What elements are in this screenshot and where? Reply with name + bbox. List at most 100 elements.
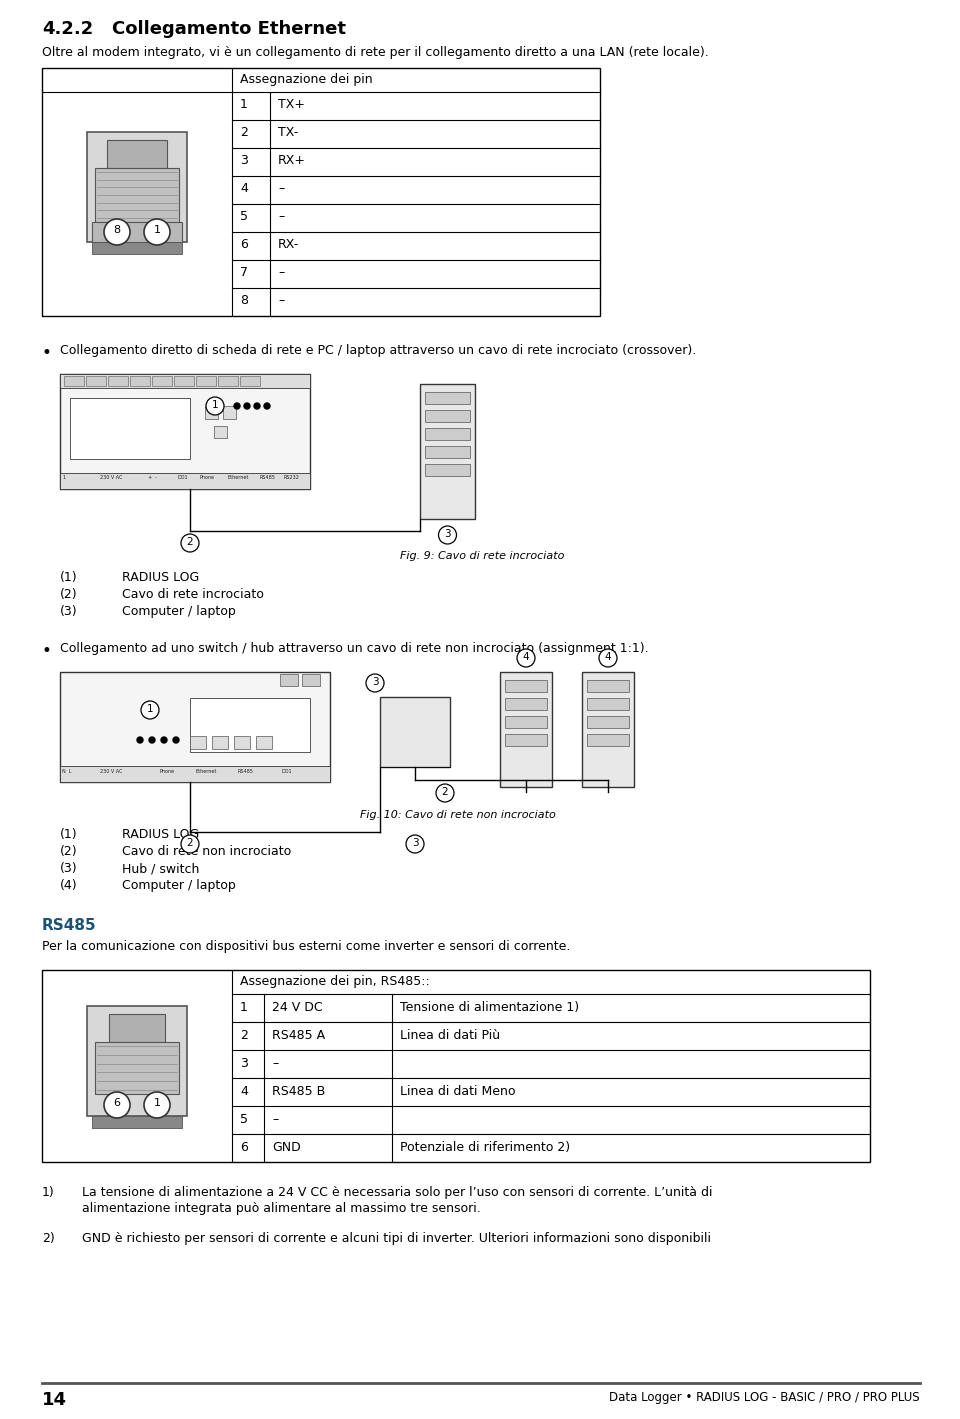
Circle shape: [599, 648, 617, 667]
Bar: [92, 1115, 182, 1128]
Text: Fig. 10: Cavo di rete non incrociato: Fig. 10: Cavo di rete non incrociato: [360, 810, 556, 820]
Text: 4: 4: [605, 651, 612, 663]
Text: Phone: Phone: [160, 769, 175, 773]
Text: TX-: TX-: [278, 126, 299, 139]
Text: Collegamento diretto di scheda di rete e PC / laptop attraverso un cavo di rete : Collegamento diretto di scheda di rete e…: [60, 343, 696, 358]
Bar: [505, 734, 547, 746]
Text: La tensione di alimentazione a 24 V CC è necessaria solo per l’uso con sensori d: La tensione di alimentazione a 24 V CC è…: [82, 1186, 712, 1199]
Bar: [505, 698, 547, 710]
Bar: [582, 673, 634, 788]
Bar: [505, 717, 547, 728]
Bar: [190, 698, 310, 752]
Bar: [42, 68, 600, 316]
Bar: [95, 167, 179, 221]
Text: 1: 1: [154, 1098, 160, 1108]
Bar: [240, 376, 260, 386]
Bar: [86, 376, 106, 386]
Circle shape: [264, 403, 270, 409]
Bar: [223, 406, 236, 419]
Bar: [60, 375, 310, 387]
Text: Collegamento Ethernet: Collegamento Ethernet: [112, 20, 346, 38]
Bar: [64, 376, 84, 386]
Text: 3: 3: [240, 1057, 248, 1070]
Text: 4: 4: [522, 651, 529, 663]
Text: 24 V DC: 24 V DC: [272, 1000, 323, 1015]
Bar: [280, 674, 298, 685]
Text: 1: 1: [147, 704, 154, 714]
Text: 230 V AC: 230 V AC: [100, 475, 122, 480]
Text: 1: 1: [240, 1000, 248, 1015]
Text: 6: 6: [113, 1098, 121, 1108]
Bar: [70, 397, 190, 458]
Text: –: –: [278, 265, 284, 280]
Text: (4): (4): [60, 878, 78, 893]
Text: Computer / laptop: Computer / laptop: [122, 878, 236, 893]
Text: Oltre al modem integrato, vi è un collegamento di rete per il collegamento diret: Oltre al modem integrato, vi è un colleg…: [42, 45, 708, 60]
Text: 14: 14: [42, 1391, 67, 1409]
Text: Ethernet: Ethernet: [196, 769, 217, 773]
Circle shape: [206, 397, 224, 414]
Text: 1): 1): [42, 1186, 55, 1199]
Text: 7: 7: [240, 265, 248, 280]
Text: RX+: RX+: [278, 155, 306, 167]
Text: Computer / laptop: Computer / laptop: [122, 604, 236, 619]
Text: 3: 3: [444, 529, 451, 539]
Text: 230 V AC: 230 V AC: [100, 769, 122, 773]
Text: 2: 2: [442, 788, 448, 797]
Text: RS485: RS485: [42, 918, 97, 934]
Text: Assegnazione dei pin, RS485::: Assegnazione dei pin, RS485::: [240, 975, 430, 988]
Bar: [196, 376, 216, 386]
Bar: [256, 736, 272, 749]
Text: Potenziale di riferimento 2): Potenziale di riferimento 2): [400, 1141, 570, 1154]
Circle shape: [137, 736, 143, 744]
Text: 2: 2: [240, 1029, 248, 1042]
Text: 8: 8: [113, 226, 121, 236]
Circle shape: [436, 785, 454, 802]
Text: (2): (2): [60, 844, 78, 858]
Bar: [587, 680, 629, 692]
Text: 5: 5: [240, 1112, 248, 1127]
Text: 3: 3: [412, 839, 419, 849]
Bar: [92, 243, 182, 254]
Circle shape: [141, 701, 159, 719]
Text: 2: 2: [240, 126, 248, 139]
Bar: [214, 426, 227, 438]
Bar: [108, 376, 128, 386]
Circle shape: [181, 834, 199, 853]
Bar: [425, 410, 470, 421]
Bar: [212, 736, 228, 749]
Bar: [87, 1006, 187, 1115]
Circle shape: [144, 219, 170, 245]
Text: 5: 5: [240, 210, 248, 223]
Text: 4: 4: [240, 182, 248, 194]
Text: 1: 1: [240, 98, 248, 111]
Text: RS232: RS232: [284, 475, 300, 480]
Text: 1: 1: [212, 400, 218, 410]
Text: 8: 8: [240, 294, 248, 307]
Bar: [130, 376, 150, 386]
Text: Cavo di rete incrociato: Cavo di rete incrociato: [122, 587, 264, 602]
Text: 6: 6: [240, 238, 248, 251]
Text: DO1: DO1: [282, 769, 293, 773]
Text: GND è richiesto per sensori di corrente e alcuni tipi di inverter. Ulteriori inf: GND è richiesto per sensori di corrente …: [82, 1232, 711, 1244]
Circle shape: [366, 674, 384, 692]
Circle shape: [439, 526, 457, 543]
Text: RADIUS LOG: RADIUS LOG: [122, 570, 200, 585]
Text: 3: 3: [372, 677, 378, 687]
Text: 2: 2: [186, 536, 193, 546]
Text: GND: GND: [272, 1141, 300, 1154]
Text: Data Logger • RADIUS LOG - BASIC / PRO / PRO PLUS: Data Logger • RADIUS LOG - BASIC / PRO /…: [610, 1391, 920, 1403]
Text: TX+: TX+: [278, 98, 305, 111]
Bar: [425, 429, 470, 440]
Bar: [174, 376, 194, 386]
Bar: [190, 736, 206, 749]
Circle shape: [254, 403, 260, 409]
Circle shape: [517, 648, 535, 667]
Text: RS485 A: RS485 A: [272, 1029, 325, 1042]
Text: (3): (3): [60, 604, 78, 619]
Text: 2: 2: [186, 839, 193, 849]
Text: 6: 6: [240, 1141, 248, 1154]
Text: RX-: RX-: [278, 238, 300, 251]
Circle shape: [149, 736, 155, 744]
Circle shape: [244, 403, 250, 409]
